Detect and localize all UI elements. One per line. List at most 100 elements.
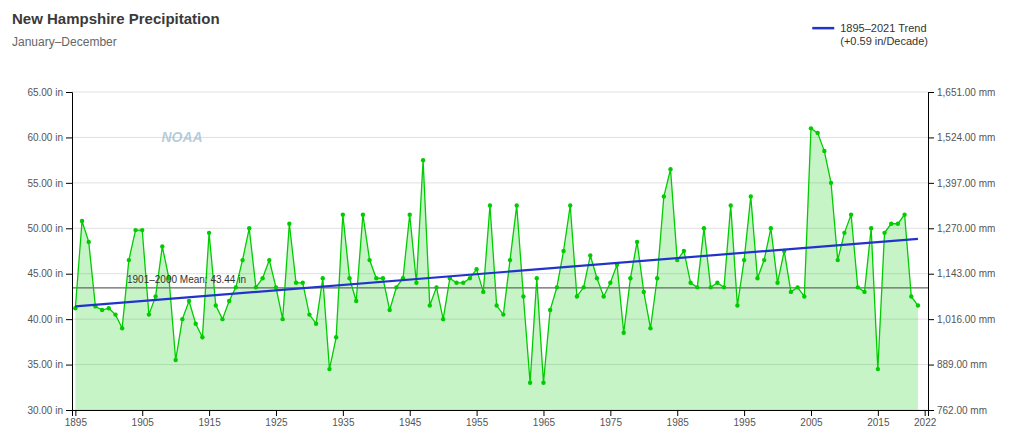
point — [367, 258, 371, 262]
legend-item: 1895–2021 Trend(+0.59 in/Decade) — [812, 22, 928, 47]
tick-mark — [610, 410, 611, 416]
point — [876, 367, 880, 371]
point — [528, 381, 532, 385]
point — [267, 258, 271, 262]
point — [494, 303, 498, 307]
point — [374, 276, 378, 280]
point — [180, 317, 184, 321]
tick-label: 1,016.00 mm — [937, 314, 995, 325]
tick: 2005 — [800, 410, 823, 428]
point — [581, 285, 585, 289]
point — [207, 231, 211, 235]
point — [147, 312, 151, 316]
tick-mark — [928, 274, 934, 275]
point — [655, 276, 659, 280]
tick-label: 1995 — [733, 417, 756, 428]
tick-mark — [66, 228, 72, 229]
tick: 1945 — [399, 410, 422, 428]
tick: 1,270.00 mm — [928, 223, 995, 234]
tick: 1,016.00 mm — [928, 314, 995, 325]
point — [789, 290, 793, 294]
point — [521, 294, 525, 298]
point — [421, 158, 425, 162]
tick-label: 1945 — [399, 417, 422, 428]
tick-label: 1905 — [132, 417, 155, 428]
tick-label: 50.00 in — [27, 223, 63, 234]
point — [755, 276, 759, 280]
area — [75, 128, 918, 410]
tick: 1,397.00 mm — [928, 178, 995, 189]
tick: 889.00 mm — [928, 359, 987, 370]
point — [160, 244, 164, 248]
tick: 1985 — [667, 410, 690, 428]
tick-label: 2015 — [867, 417, 890, 428]
point — [588, 253, 592, 257]
grid-line — [72, 92, 928, 93]
axis: 762.00 mm 889.00 mm 1,016.00 mm 1,143.00 mm… — [928, 87, 995, 416]
tick-label: 55.00 in — [27, 178, 63, 189]
tick-label: 889.00 mm — [937, 359, 987, 370]
point — [575, 294, 579, 298]
tick: 1935 — [332, 410, 355, 428]
point — [100, 308, 104, 312]
legend: 1895–2021 Trend(+0.59 in/Decade) — [812, 22, 928, 47]
tick: 1925 — [265, 410, 288, 428]
point — [481, 290, 485, 294]
mean-label: 1901–2000 Mean: 43.44 in — [127, 274, 246, 285]
grid — [72, 92, 928, 410]
tick-mark — [66, 365, 72, 366]
point — [668, 167, 672, 171]
point — [254, 285, 258, 289]
point — [608, 281, 612, 285]
point — [535, 276, 539, 280]
point — [354, 299, 358, 303]
point — [247, 226, 251, 230]
point — [80, 219, 84, 223]
point — [916, 303, 920, 307]
point — [882, 231, 886, 235]
markers — [73, 126, 920, 385]
point — [822, 149, 826, 153]
tick-mark — [66, 410, 72, 411]
point — [488, 203, 492, 207]
tick: 40.00 in — [27, 314, 72, 325]
tick-mark — [142, 410, 143, 416]
tick-label: 1,397.00 mm — [937, 178, 995, 189]
tick: 762.00 mm — [928, 405, 987, 416]
point — [829, 181, 833, 185]
point — [708, 285, 712, 289]
point — [842, 231, 846, 235]
point — [769, 226, 773, 230]
tick: 1,143.00 mm — [928, 268, 995, 279]
point — [849, 212, 853, 216]
tick: 1,651.00 mm — [928, 87, 995, 98]
tick-label: 1955 — [466, 417, 489, 428]
point — [541, 381, 545, 385]
point — [361, 212, 365, 216]
point — [321, 276, 325, 280]
point — [173, 358, 177, 362]
point — [688, 281, 692, 285]
point — [454, 281, 458, 285]
point — [240, 258, 244, 262]
tick-mark — [66, 183, 72, 184]
tick: 1965 — [533, 410, 556, 428]
point — [555, 285, 559, 289]
point — [327, 367, 331, 371]
tick-label: 60.00 in — [27, 132, 63, 143]
point — [414, 281, 418, 285]
tick-mark — [928, 137, 934, 138]
tick: 55.00 in — [27, 178, 72, 189]
tick-mark — [928, 228, 934, 229]
point — [862, 290, 866, 294]
tick-label: 1,651.00 mm — [937, 87, 995, 98]
tick-mark — [677, 410, 678, 416]
tick-mark — [925, 410, 926, 416]
point — [468, 276, 472, 280]
point — [702, 226, 706, 230]
point — [187, 299, 191, 303]
point — [601, 294, 605, 298]
point — [909, 294, 913, 298]
axis-line — [929, 93, 935, 411]
point — [561, 249, 565, 253]
